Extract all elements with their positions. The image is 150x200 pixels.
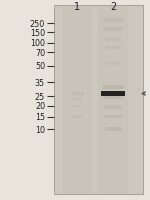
Text: 250: 250: [30, 20, 45, 28]
Text: 25: 25: [35, 93, 45, 101]
Bar: [104, 38, 122, 42]
Bar: [104, 115, 122, 119]
Bar: [104, 105, 122, 109]
Text: 35: 35: [35, 79, 45, 87]
Bar: [105, 46, 122, 49]
Bar: [62, 6, 92, 194]
Bar: [54, 6, 142, 194]
Bar: [103, 19, 124, 23]
Bar: [105, 127, 122, 131]
Bar: [72, 116, 83, 118]
Bar: [72, 105, 83, 108]
Text: 10: 10: [35, 125, 45, 134]
Bar: [71, 98, 83, 100]
Text: 70: 70: [35, 49, 45, 57]
Text: 50: 50: [35, 62, 45, 71]
Text: 2: 2: [110, 2, 116, 12]
Text: 100: 100: [30, 39, 45, 48]
Bar: [101, 91, 125, 96]
Bar: [106, 62, 121, 66]
Bar: [103, 96, 123, 100]
Text: 15: 15: [35, 113, 45, 121]
Text: 150: 150: [30, 29, 45, 37]
Text: 20: 20: [35, 102, 45, 111]
Bar: [103, 86, 124, 90]
Text: 1: 1: [74, 2, 80, 12]
Bar: [70, 92, 84, 96]
Bar: [98, 6, 128, 194]
Bar: [103, 28, 123, 32]
